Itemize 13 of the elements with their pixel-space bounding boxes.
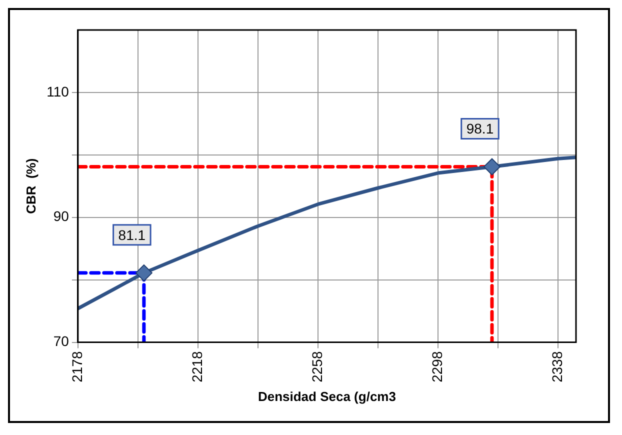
x-tick-label: 2258	[308, 351, 325, 382]
y-axis-title: CBR (%)	[23, 158, 38, 214]
annotation: 81.1	[118, 226, 146, 243]
x-tick-label: 2298	[428, 351, 445, 382]
annotation: 98.1	[466, 120, 494, 137]
y-tick-label: 110	[46, 83, 70, 100]
outer-frame: Densidad Seca (g/cm3 CBR (%) 2178 2218 2258 2298 2338 70 90 110 81.1 98.1	[8, 8, 610, 423]
x-axis-title: Densidad Seca (g/cm3	[258, 388, 396, 404]
x-tick-label: 2218	[188, 351, 205, 382]
y-tick-label: 70	[53, 333, 70, 350]
y-tick-label: 90	[53, 208, 70, 224]
x-tick-label: 2178	[68, 351, 85, 382]
x-tick-label: 2338	[548, 351, 565, 382]
